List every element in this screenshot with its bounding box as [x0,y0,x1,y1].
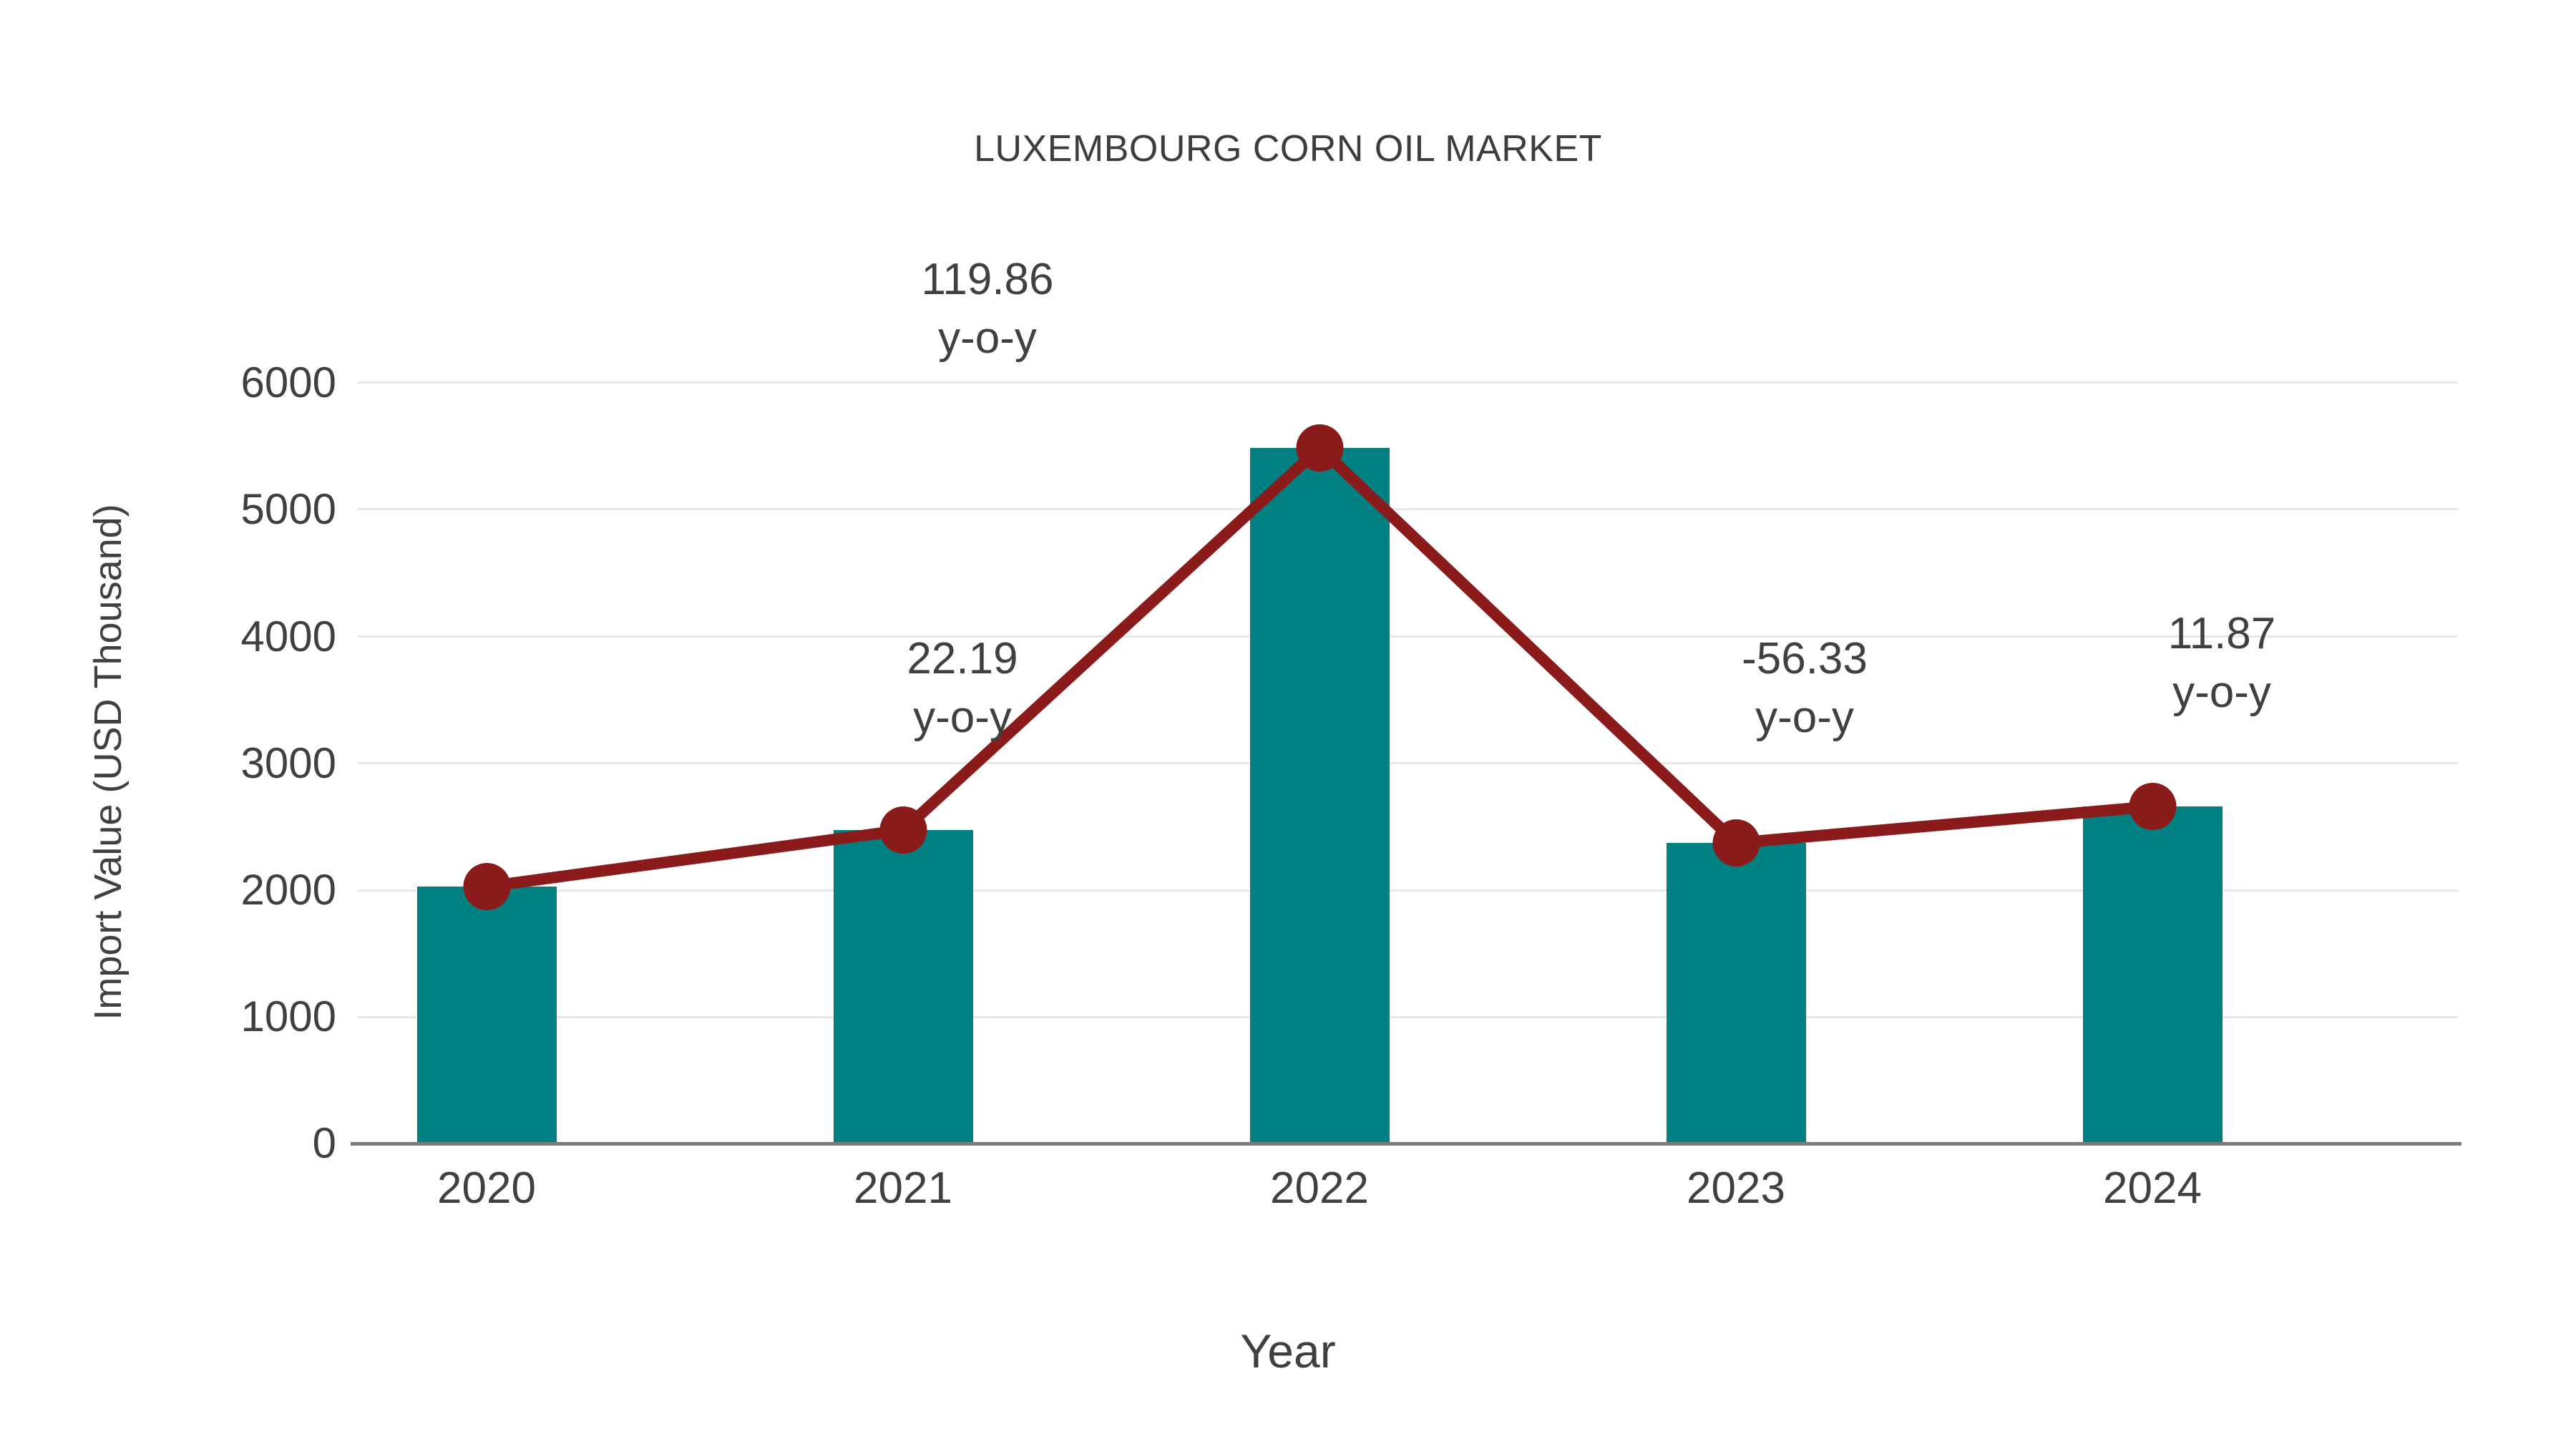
x-tick-label-2022: 2022 [1270,1163,1369,1213]
y-tick-label-2000: 2000 [240,866,336,914]
x-tick-label-2023: 2023 [1687,1163,1785,1213]
data-label-2022-value: 119.86 [921,255,1054,304]
yoy-marker-2024[interactable] [2129,783,2177,830]
y-tick-label-4000: 4000 [240,613,336,660]
y-tick-label-3000: 3000 [240,739,336,787]
chart-title: LUXEMBOURG CORN OIL MARKET [974,128,1602,170]
x-tick-label-2020: 2020 [437,1163,536,1213]
gridline-6000 [358,381,2458,384]
yoy-marker-2020[interactable] [463,863,511,910]
data-label-2021-unit: y-o-y [913,692,1012,742]
data-label-2024-value: 11.87 [2167,609,2276,658]
y-tick-label-0: 0 [312,1119,336,1167]
plot-area [358,381,2458,1143]
bar-2021[interactable] [834,830,973,1143]
yoy-marker-2023[interactable] [1712,819,1760,867]
data-label-2022: 119.86 y-o-y [801,250,1174,368]
x-tick-label-2021: 2021 [854,1163,952,1213]
bar-2020[interactable] [417,887,557,1143]
gridline-5000 [358,508,2458,510]
data-label-2023: -56.33 y-o-y [1619,630,1991,747]
x-axis-line [351,1142,2462,1146]
bar-2024[interactable] [2083,806,2223,1143]
y-tick-label-5000: 5000 [240,485,336,533]
bar-2023[interactable] [1667,843,1806,1143]
data-label-2021: 22.19 y-o-y [776,630,1148,747]
yoy-marker-2022[interactable] [1296,424,1344,472]
gridline-1000 [358,1016,2458,1018]
data-label-2023-unit: y-o-y [1755,692,1854,742]
data-label-2024-unit: y-o-y [2172,667,2271,717]
data-label-2022-unit: y-o-y [938,313,1037,363]
y-tick-label-1000: 1000 [240,992,336,1040]
data-label-2023-value: -56.33 [1742,634,1868,683]
data-label-2021-value: 22.19 [907,634,1018,683]
x-tick-label-2024: 2024 [2103,1163,2202,1213]
bar-2022[interactable] [1250,448,1390,1143]
yoy-marker-2021[interactable] [879,806,927,854]
data-label-2024: 11.87 y-o-y [2036,605,2408,722]
gridline-4000 [358,635,2458,638]
y-tick-label-6000: 6000 [240,358,336,406]
gridline-3000 [358,762,2458,764]
yoy-line-series [463,424,2177,910]
x-axis-title: Year [1240,1324,1336,1377]
gridline-2000 [358,889,2458,892]
